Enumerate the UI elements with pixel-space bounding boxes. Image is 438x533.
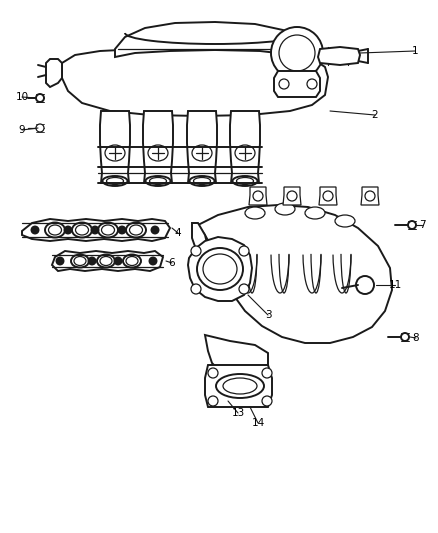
Polygon shape — [249, 187, 267, 205]
Text: 2: 2 — [372, 110, 378, 120]
Polygon shape — [188, 237, 252, 301]
Polygon shape — [205, 335, 268, 376]
Text: 13: 13 — [231, 408, 245, 418]
Circle shape — [262, 396, 272, 406]
Polygon shape — [192, 223, 218, 293]
Circle shape — [36, 124, 44, 132]
Ellipse shape — [105, 145, 125, 161]
Circle shape — [279, 35, 315, 71]
Ellipse shape — [197, 248, 243, 290]
Ellipse shape — [126, 256, 138, 265]
Circle shape — [279, 79, 289, 89]
Circle shape — [36, 94, 44, 102]
Circle shape — [365, 191, 375, 201]
Ellipse shape — [233, 176, 258, 186]
Ellipse shape — [203, 254, 237, 284]
Polygon shape — [319, 187, 337, 205]
Ellipse shape — [123, 254, 141, 268]
Polygon shape — [318, 47, 360, 65]
Circle shape — [262, 368, 272, 378]
Ellipse shape — [75, 225, 88, 235]
Text: 14: 14 — [251, 418, 265, 428]
Circle shape — [64, 227, 71, 233]
Ellipse shape — [45, 222, 65, 238]
Circle shape — [239, 246, 249, 256]
Circle shape — [191, 284, 201, 294]
Circle shape — [57, 257, 64, 264]
Polygon shape — [52, 251, 163, 271]
Polygon shape — [187, 111, 217, 183]
Polygon shape — [100, 111, 130, 183]
Ellipse shape — [149, 177, 166, 184]
Circle shape — [149, 257, 156, 264]
Circle shape — [307, 79, 317, 89]
Circle shape — [239, 284, 249, 294]
Polygon shape — [198, 205, 392, 343]
Ellipse shape — [126, 222, 146, 238]
Circle shape — [152, 227, 159, 233]
Circle shape — [88, 257, 95, 264]
Circle shape — [323, 191, 333, 201]
Polygon shape — [361, 187, 379, 205]
Ellipse shape — [106, 177, 124, 184]
Text: 11: 11 — [389, 280, 402, 290]
Ellipse shape — [72, 222, 92, 238]
Ellipse shape — [130, 225, 142, 235]
Ellipse shape — [100, 256, 112, 265]
Polygon shape — [274, 71, 320, 97]
Circle shape — [271, 27, 323, 79]
Circle shape — [208, 368, 218, 378]
Polygon shape — [22, 219, 170, 241]
Ellipse shape — [190, 176, 215, 186]
Polygon shape — [143, 111, 173, 183]
Ellipse shape — [305, 207, 325, 219]
Ellipse shape — [194, 177, 211, 184]
Text: 3: 3 — [265, 310, 271, 320]
Ellipse shape — [98, 222, 118, 238]
Circle shape — [92, 227, 99, 233]
Ellipse shape — [49, 225, 61, 235]
Polygon shape — [283, 187, 301, 205]
Ellipse shape — [74, 256, 86, 265]
Text: 6: 6 — [169, 258, 175, 268]
Text: 1: 1 — [412, 46, 418, 56]
Ellipse shape — [102, 176, 127, 186]
Text: 9: 9 — [19, 125, 25, 135]
Circle shape — [32, 227, 39, 233]
Ellipse shape — [192, 145, 212, 161]
Polygon shape — [62, 49, 328, 116]
Circle shape — [356, 276, 374, 294]
Text: 7: 7 — [419, 220, 425, 230]
Circle shape — [287, 191, 297, 201]
Ellipse shape — [237, 177, 254, 184]
Text: 10: 10 — [15, 92, 28, 102]
Ellipse shape — [145, 176, 170, 186]
Circle shape — [401, 333, 409, 341]
Ellipse shape — [335, 215, 355, 227]
Ellipse shape — [275, 203, 295, 215]
Ellipse shape — [235, 145, 255, 161]
Ellipse shape — [245, 207, 265, 219]
Circle shape — [408, 221, 416, 229]
Polygon shape — [115, 22, 312, 61]
Text: 8: 8 — [413, 333, 419, 343]
Circle shape — [253, 191, 263, 201]
Circle shape — [114, 257, 121, 264]
Text: 4: 4 — [175, 228, 181, 238]
Polygon shape — [46, 59, 62, 87]
Ellipse shape — [97, 254, 115, 268]
Ellipse shape — [223, 378, 257, 394]
Circle shape — [191, 246, 201, 256]
Ellipse shape — [102, 225, 114, 235]
Polygon shape — [230, 111, 260, 183]
Ellipse shape — [216, 374, 264, 398]
Ellipse shape — [148, 145, 168, 161]
Polygon shape — [205, 365, 272, 407]
Circle shape — [119, 227, 126, 233]
Ellipse shape — [71, 254, 89, 268]
Circle shape — [208, 396, 218, 406]
